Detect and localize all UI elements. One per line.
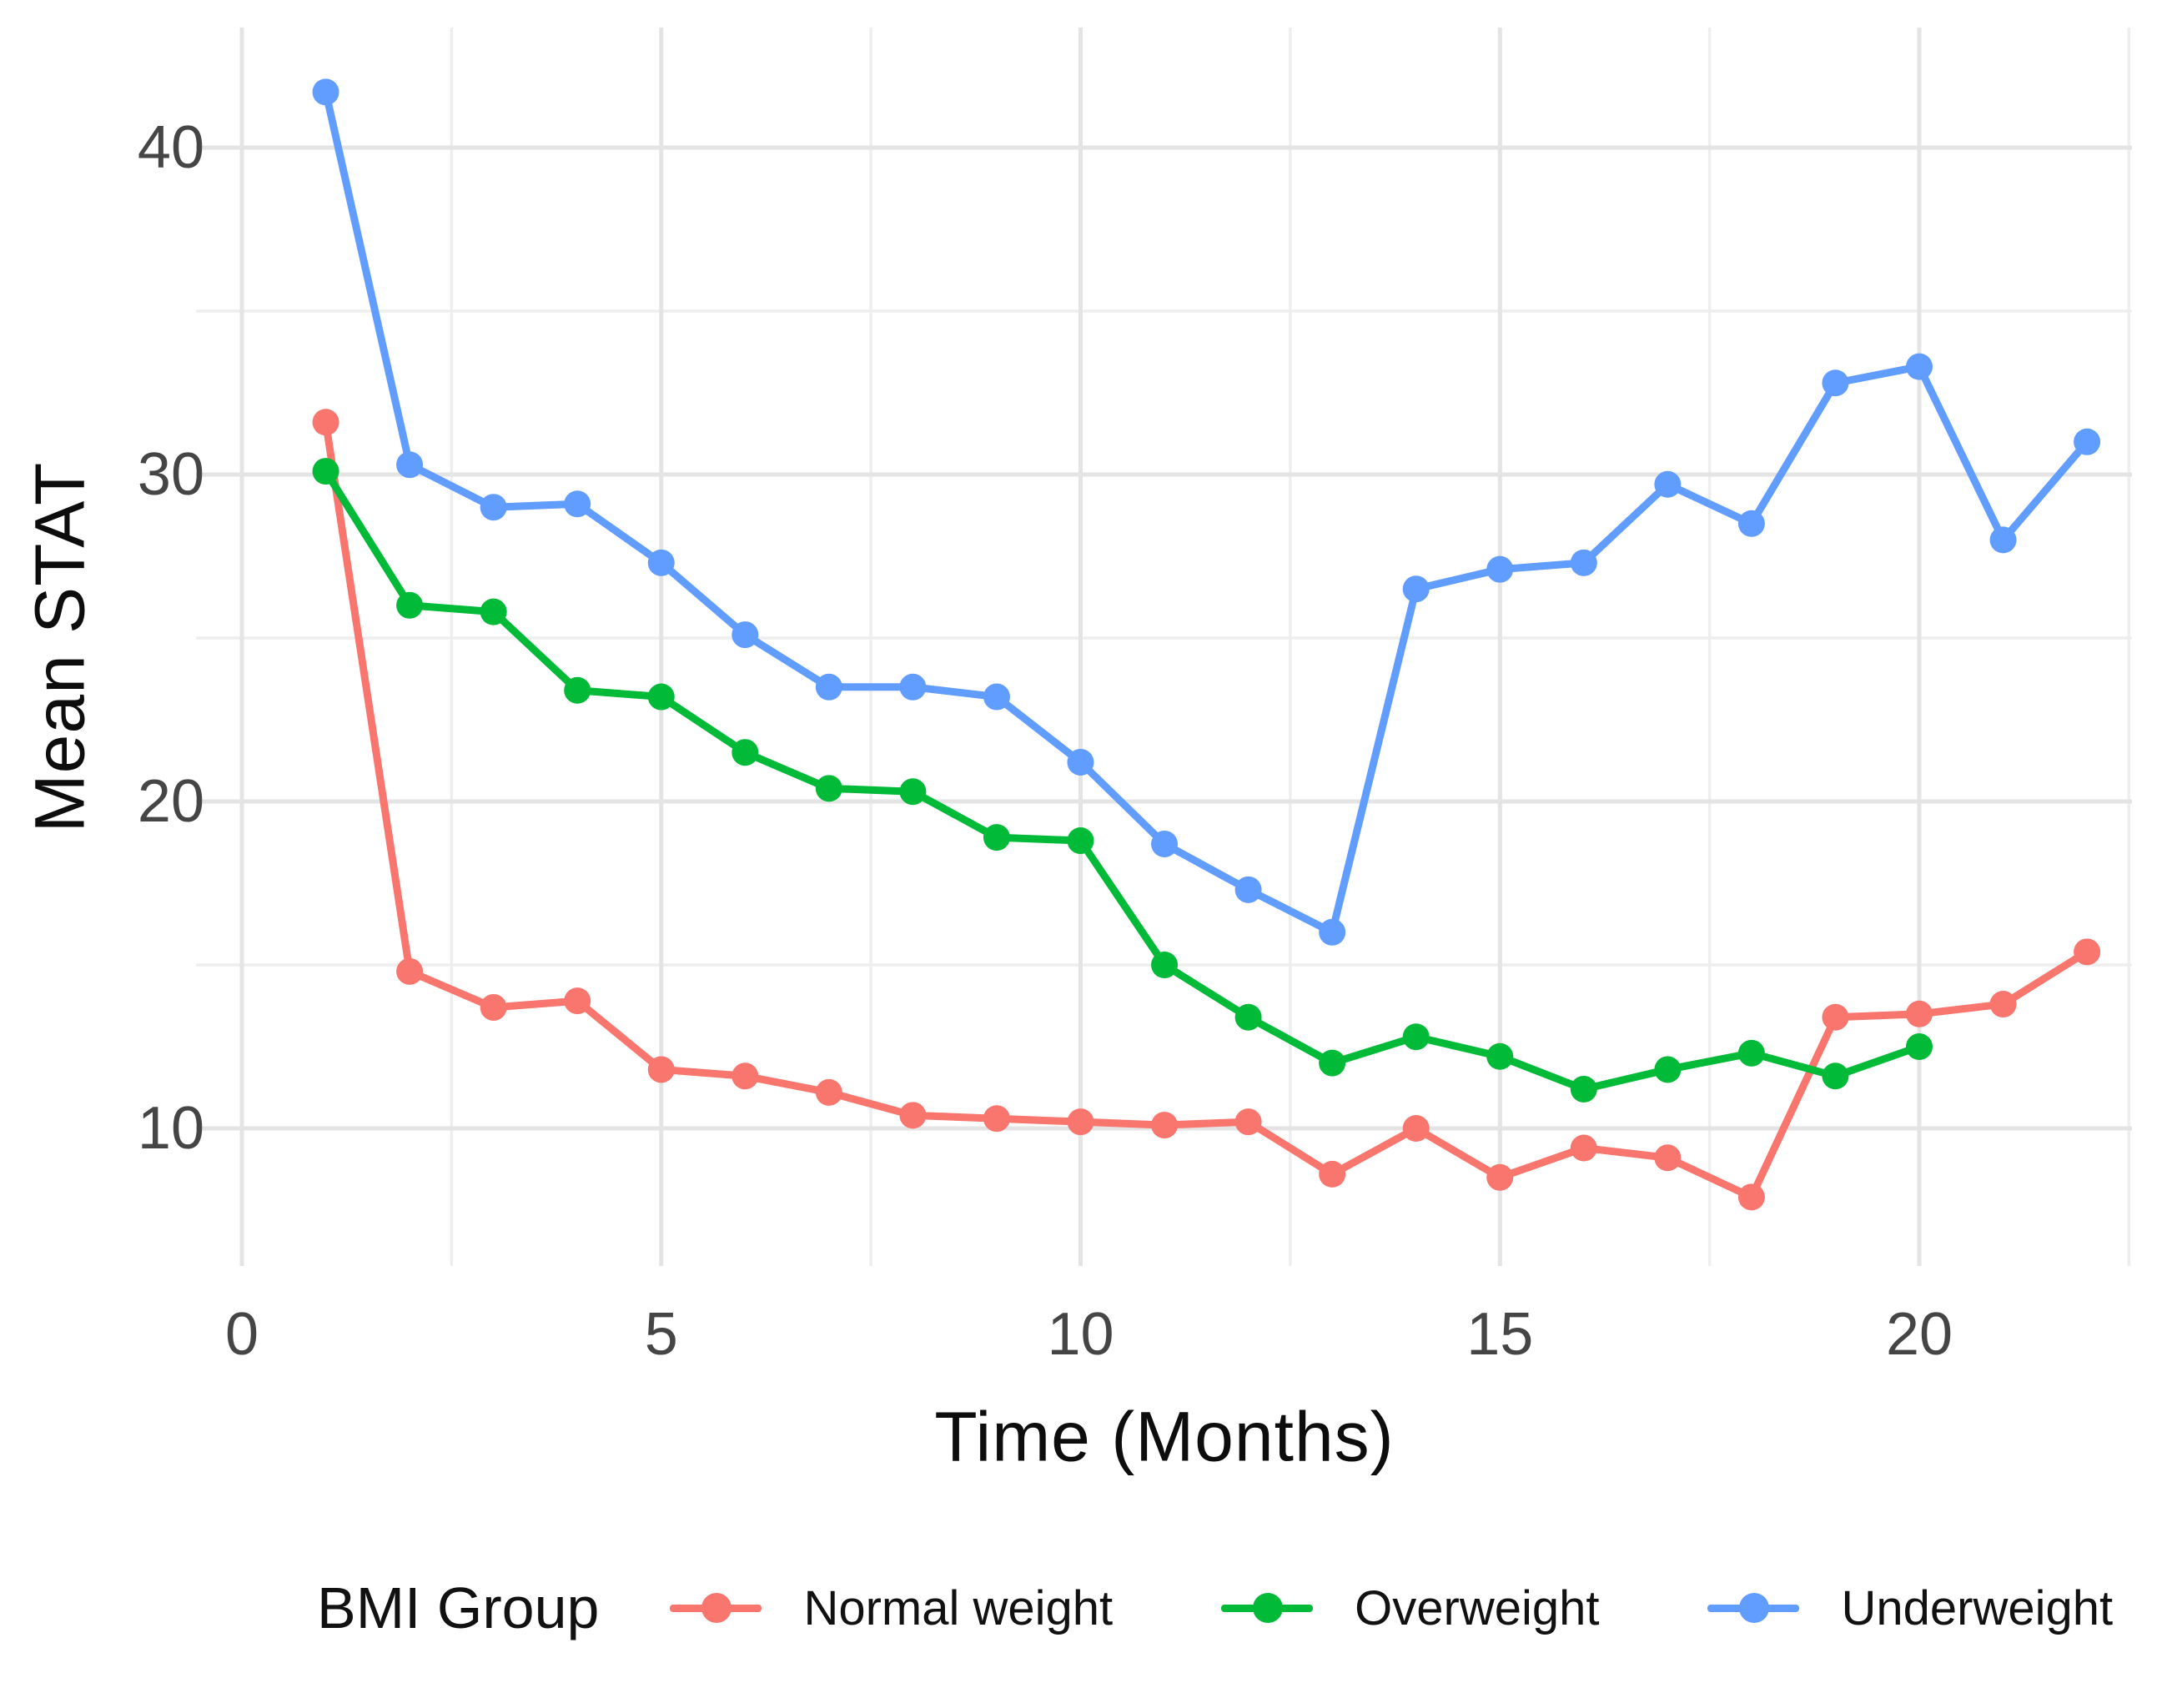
- x-axis-title: Time (Months): [934, 1397, 1395, 1476]
- data-point: [1319, 918, 1346, 946]
- data-point: [1906, 1000, 1933, 1027]
- data-point: [1737, 1183, 1765, 1211]
- data-point: [564, 676, 591, 704]
- series-underweight: [312, 78, 2101, 946]
- y-tick-label: 20: [138, 768, 204, 835]
- data-point: [899, 673, 927, 701]
- data-point: [1234, 1003, 1262, 1031]
- data-point: [1402, 575, 1430, 603]
- legend-label: Overweight: [1355, 1580, 1600, 1635]
- data-point: [1486, 1042, 1514, 1070]
- data-point: [312, 409, 339, 436]
- data-point: [396, 957, 424, 985]
- data-point: [1737, 1039, 1765, 1067]
- data-point: [1989, 526, 2017, 554]
- data-point: [899, 1102, 927, 1129]
- legend-label: Normal weight: [803, 1580, 1114, 1635]
- data-point: [1319, 1049, 1346, 1077]
- legend-key-line-dot-icon: [670, 1590, 762, 1626]
- data-point: [1822, 1062, 1849, 1090]
- data-point: [1989, 991, 2017, 1018]
- data-point: [1654, 1144, 1682, 1172]
- series-line: [322, 418, 2091, 1201]
- data-point: [1402, 1023, 1430, 1051]
- data-point: [1067, 1108, 1094, 1136]
- data-point: [815, 775, 842, 802]
- data-point: [1151, 1112, 1179, 1139]
- legend: BMI Group Normal weight Overweight Under…: [317, 1558, 2172, 1658]
- legend-key-line-dot-icon: [1221, 1590, 1314, 1626]
- data-point: [732, 739, 759, 766]
- data-point: [1067, 827, 1094, 855]
- x-tick-label: 10: [1047, 1301, 1114, 1368]
- data-point: [1402, 1115, 1430, 1142]
- data-point: [312, 78, 339, 106]
- data-point: [396, 591, 424, 619]
- data-point: [480, 598, 507, 625]
- series-overweight: [312, 458, 1933, 1103]
- legend-key-dot: [1739, 1593, 1770, 1623]
- data-point: [1654, 470, 1682, 498]
- legend-label: Underweight: [1841, 1580, 2114, 1635]
- series-line: [322, 88, 2091, 937]
- data-point: [564, 987, 591, 1015]
- data-point: [983, 1105, 1010, 1133]
- data-point: [1486, 1163, 1514, 1191]
- data-point: [2074, 938, 2101, 966]
- y-tick-label: 30: [138, 441, 204, 508]
- x-tick-label: 0: [225, 1301, 259, 1368]
- data-point: [815, 673, 842, 701]
- data-point: [1234, 876, 1262, 903]
- y-tick-label: 40: [138, 114, 204, 181]
- data-point: [732, 621, 759, 649]
- data-point: [647, 549, 675, 576]
- data-point: [480, 993, 507, 1021]
- data-point: [815, 1078, 842, 1106]
- y-tick-label: 10: [138, 1095, 204, 1162]
- data-point: [647, 683, 675, 711]
- data-point: [1822, 1003, 1849, 1031]
- legend-key-dot: [701, 1593, 732, 1623]
- data-point: [480, 494, 507, 521]
- legend-item-normal-weight: Normal weight: [670, 1580, 1113, 1636]
- data-point: [1067, 748, 1094, 776]
- series-normal-weight: [312, 409, 2101, 1211]
- data-point: [312, 458, 339, 485]
- data-point: [983, 824, 1010, 851]
- data-point: [1234, 1108, 1262, 1136]
- data-point: [396, 451, 424, 479]
- legend-key-dot: [1253, 1593, 1284, 1623]
- data-point: [1570, 1075, 1597, 1103]
- legend-title: BMI Group: [317, 1575, 600, 1640]
- data-point: [732, 1062, 759, 1090]
- data-point: [1570, 549, 1597, 576]
- legend-item-overweight: Overweight: [1221, 1580, 1599, 1636]
- x-tick-label: 15: [1466, 1301, 1533, 1368]
- data-point: [1319, 1160, 1346, 1188]
- data-point: [1737, 510, 1765, 537]
- data-point: [1906, 1033, 1933, 1060]
- tick-labels: 0 5 10 15 20 10 20 30 40: [138, 114, 1953, 1368]
- x-tick-label: 5: [645, 1301, 678, 1368]
- data-point: [2074, 428, 2101, 455]
- data-point: [1486, 555, 1514, 583]
- data-point: [1906, 353, 1933, 380]
- data-point: [983, 683, 1010, 711]
- y-axis-title: Mean STAT: [20, 461, 99, 833]
- data-point: [899, 778, 927, 806]
- data-point: [1654, 1056, 1682, 1083]
- series-line: [322, 467, 1923, 1093]
- legend-key-line-dot-icon: [1707, 1590, 1800, 1626]
- data-point: [1151, 952, 1179, 978]
- data-point: [564, 490, 591, 518]
- data-point: [1570, 1134, 1597, 1162]
- data-point: [647, 1056, 675, 1083]
- x-tick-label: 20: [1886, 1301, 1953, 1368]
- legend-item-underweight: Underweight: [1707, 1580, 2113, 1636]
- data-point: [1822, 369, 1849, 397]
- data-point: [1151, 830, 1179, 857]
